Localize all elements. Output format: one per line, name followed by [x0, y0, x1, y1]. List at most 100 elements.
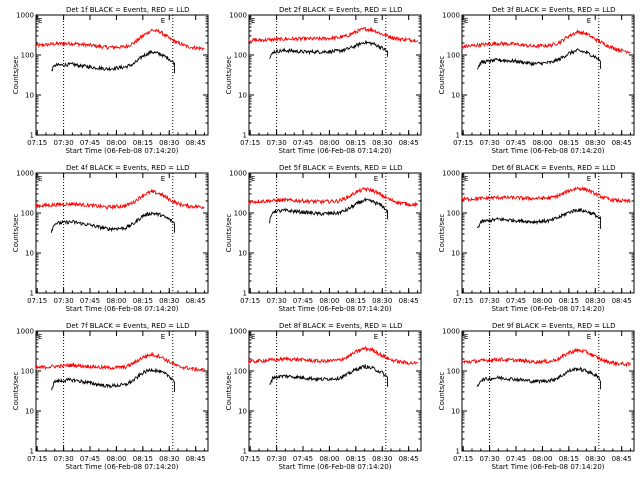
x-tick-label: 08:00	[106, 297, 126, 305]
panel-title: Det 6f BLACK = Events, RED = LLD	[492, 164, 615, 172]
x-tick-label: 08:00	[319, 297, 339, 305]
y-tick-label: 1000	[442, 12, 460, 20]
y-axis-label: Counts/sec	[225, 214, 233, 253]
x-tick-label: 07:30	[266, 297, 286, 305]
y-tick-label: 1	[243, 290, 247, 298]
y-tick-label: 1	[243, 132, 247, 140]
plot-frame	[248, 172, 422, 294]
y-tick-label: 1000	[442, 328, 460, 336]
marker-label-e: E	[38, 333, 42, 341]
x-tick-label: 07:45	[80, 455, 100, 463]
x-tick-label: 08:00	[106, 139, 126, 147]
x-tick-label: 07:30	[479, 455, 499, 463]
panel-title: Det 7f BLACK = Events, RED = LLD	[66, 322, 189, 330]
events-series-line	[269, 363, 388, 387]
y-tick-label: 1000	[229, 170, 247, 178]
marker-label-e: E	[464, 175, 468, 183]
x-tick-label: 08:00	[106, 455, 126, 463]
y-tick-label: 10	[25, 92, 34, 100]
panel-3: Det 3f BLACK = Events, RED = LLD 1 10 100 10…	[438, 6, 635, 155]
x-tick-label: 07:30	[266, 139, 286, 147]
x-tick-label: 07:15	[240, 139, 260, 147]
lld-series-line	[461, 29, 631, 54]
x-tick-label: 08:30	[159, 455, 179, 463]
x-tick-label: 07:30	[479, 297, 499, 305]
panel-title: Det 3f BLACK = Events, RED = LLD	[492, 6, 615, 14]
marker-label-e: E	[38, 17, 42, 25]
x-tick-label: 08:15	[559, 297, 579, 305]
y-tick-label: 100	[447, 210, 460, 218]
y-tick-label: 100	[234, 368, 247, 376]
x-axis-label: Start Time (06-Feb-08 07:14:20)	[65, 305, 178, 313]
x-tick-label: 07:45	[80, 297, 100, 305]
plot-frame	[248, 14, 422, 136]
x-tick-label: 08:45	[399, 297, 419, 305]
x-tick-label: 07:15	[27, 455, 47, 463]
marker-label-e: E	[161, 17, 165, 25]
y-axis-label: Counts/sec	[438, 56, 446, 95]
y-tick-label: 1000	[16, 170, 34, 178]
y-tick-label: 1000	[16, 12, 34, 20]
events-series-line	[476, 366, 601, 390]
plot-frame	[35, 172, 209, 294]
x-tick-label: 08:15	[346, 139, 366, 147]
marker-label-e: E	[374, 333, 378, 341]
x-tick-label: 07:30	[53, 455, 73, 463]
x-tick-label: 07:30	[53, 139, 73, 147]
x-tick-label: 08:45	[186, 139, 206, 147]
y-tick-label: 10	[451, 408, 460, 416]
events-series-line	[51, 49, 175, 74]
x-tick-label: 08:30	[159, 139, 179, 147]
x-axis-label: Start Time (06-Feb-08 07:14:20)	[278, 463, 391, 471]
x-tick-label: 07:15	[27, 297, 47, 305]
lld-series-line	[34, 28, 205, 52]
y-axis-label: Counts/sec	[225, 56, 233, 95]
y-tick-label: 10	[238, 408, 247, 416]
y-tick-label: 1	[30, 448, 34, 456]
x-tick-label: 08:15	[133, 139, 153, 147]
panel-title: Det 4f BLACK = Events, RED = LLD	[66, 164, 189, 172]
x-tick-label: 07:45	[506, 455, 526, 463]
x-tick-label: 08:30	[585, 455, 605, 463]
x-tick-label: 08:45	[399, 139, 419, 147]
events-series-line	[477, 48, 601, 70]
y-tick-label: 10	[25, 408, 34, 416]
y-tick-label: 100	[234, 210, 247, 218]
y-tick-label: 10	[238, 250, 247, 258]
y-tick-label: 1	[30, 290, 34, 298]
lld-series-line	[460, 186, 631, 204]
x-tick-label: 08:30	[159, 297, 179, 305]
y-tick-label: 1000	[229, 328, 247, 336]
y-axis-label: Counts/sec	[438, 214, 446, 253]
lld-series-line	[35, 351, 205, 373]
lld-series-line	[247, 187, 418, 208]
x-tick-label: 08:45	[612, 297, 632, 305]
x-tick-label: 07:15	[240, 297, 260, 305]
x-tick-label: 07:15	[453, 455, 473, 463]
panel-title: Det 8f BLACK = Events, RED = LLD	[279, 322, 402, 330]
x-tick-label: 08:45	[399, 455, 419, 463]
y-tick-label: 100	[447, 368, 460, 376]
x-tick-label: 08:30	[585, 139, 605, 147]
y-axis-label: Counts/sec	[12, 372, 20, 411]
x-tick-label: 08:00	[532, 139, 552, 147]
y-axis-label: Counts/sec	[12, 56, 20, 95]
y-tick-label: 1000	[16, 328, 34, 336]
x-tick-label: 08:45	[612, 455, 632, 463]
x-tick-label: 08:45	[612, 139, 632, 147]
y-tick-label: 100	[21, 210, 34, 218]
x-tick-label: 08:15	[559, 455, 579, 463]
x-tick-label: 08:15	[346, 455, 366, 463]
panel-4: Det 4f BLACK = Events, RED = LLD 1 10 100 10…	[12, 164, 209, 313]
events-series-line	[50, 211, 175, 233]
y-tick-label: 1	[456, 448, 460, 456]
marker-label-e: E	[464, 17, 468, 25]
events-series-line	[476, 207, 601, 229]
x-tick-label: 08:00	[532, 297, 552, 305]
y-tick-label: 100	[21, 52, 34, 60]
y-tick-label: 1000	[442, 170, 460, 178]
x-tick-label: 07:15	[27, 139, 47, 147]
x-tick-label: 07:45	[506, 297, 526, 305]
panel-title: Det 1f BLACK = Events, RED = LLD	[66, 6, 189, 14]
